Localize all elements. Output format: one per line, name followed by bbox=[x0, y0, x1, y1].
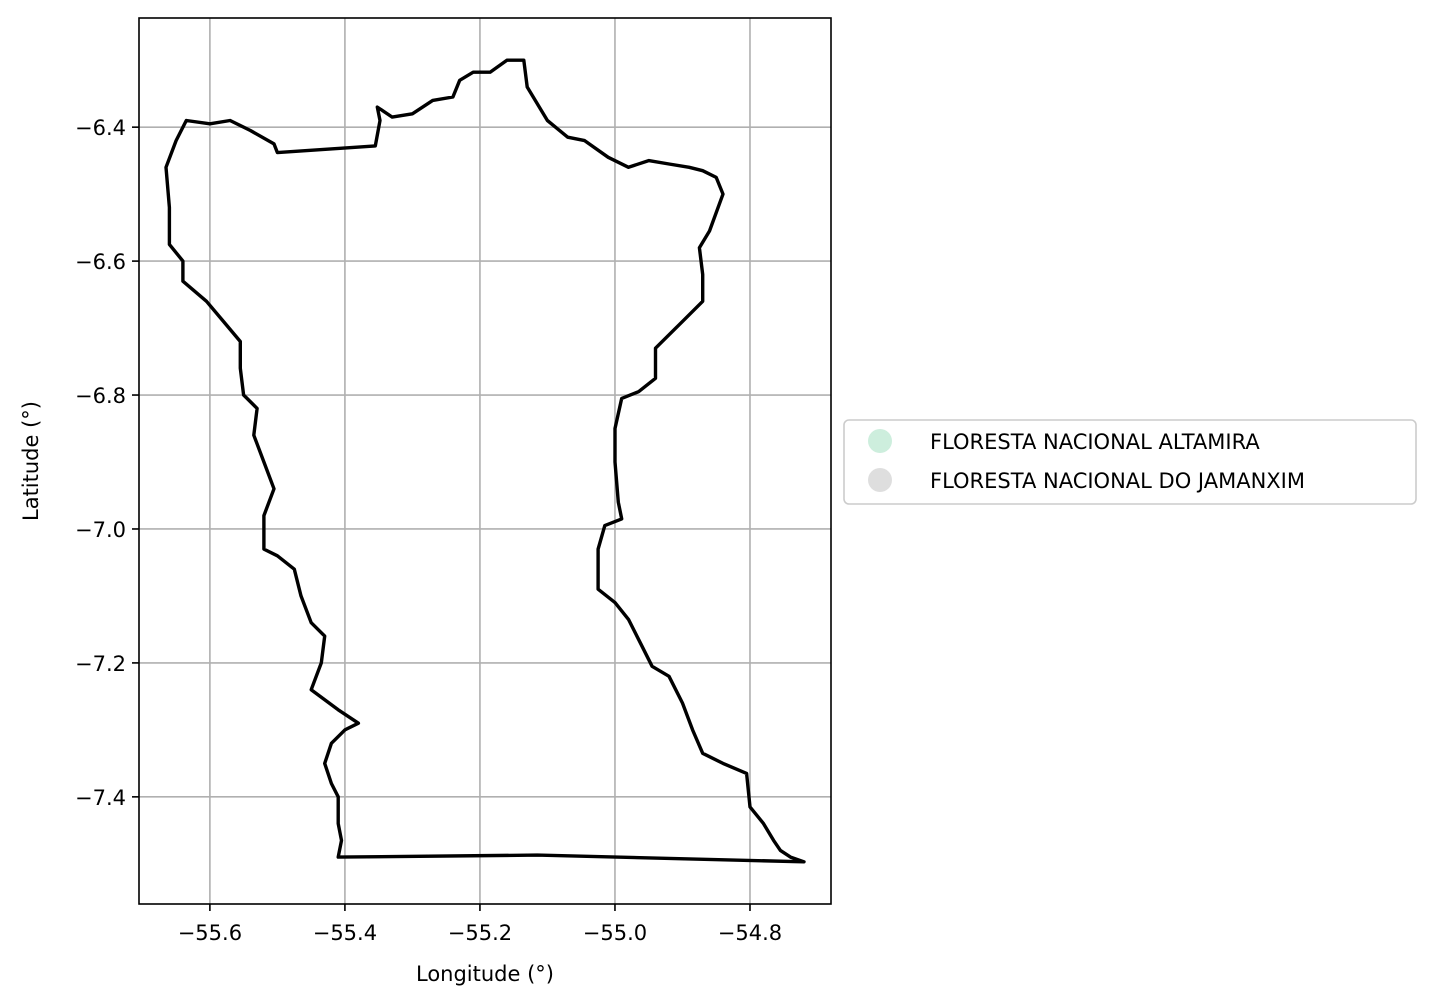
x-tick-label: −55.0 bbox=[583, 921, 647, 945]
y-tick-label: −6.4 bbox=[75, 116, 126, 140]
x-tick-label: −55.2 bbox=[448, 921, 512, 945]
y-tick-label: −7.2 bbox=[75, 652, 126, 676]
x-tick-label: −55.4 bbox=[313, 921, 377, 945]
legend-label-altamira: FLORESTA NACIONAL ALTAMIRA bbox=[930, 430, 1260, 454]
legend-label-jamanxim: FLORESTA NACIONAL DO JAMANXIM bbox=[930, 469, 1305, 493]
x-tick-label: −54.8 bbox=[718, 921, 782, 945]
y-tick-label: −6.8 bbox=[75, 384, 126, 408]
grid bbox=[139, 18, 831, 904]
forest-boundary bbox=[164, 58, 806, 864]
x-axis: −55.6 −55.4 −55.2 −55.0 −54.8 bbox=[178, 904, 782, 945]
legend-frame bbox=[843, 419, 1417, 505]
y-axis: −6.4 −6.6 −6.8 −7.0 −7.2 −7.4 bbox=[75, 116, 139, 810]
y-tick-label: −7.4 bbox=[75, 786, 126, 810]
y-tick-label: −6.6 bbox=[75, 250, 126, 274]
x-axis-label: Longitude (°) bbox=[416, 962, 554, 986]
axes-frame bbox=[138, 17, 832, 905]
map-area bbox=[164, 58, 806, 864]
legend: FLORESTA NACIONAL ALTAMIRA FLORESTA NACI… bbox=[843, 419, 1417, 505]
x-tick-label: −55.6 bbox=[178, 921, 242, 945]
y-axis-label: Latitude (°) bbox=[19, 401, 43, 521]
legend-marker-jamanxim bbox=[868, 468, 892, 492]
y-tick-label: −7.0 bbox=[75, 518, 126, 542]
legend-marker-altamira bbox=[868, 429, 892, 453]
